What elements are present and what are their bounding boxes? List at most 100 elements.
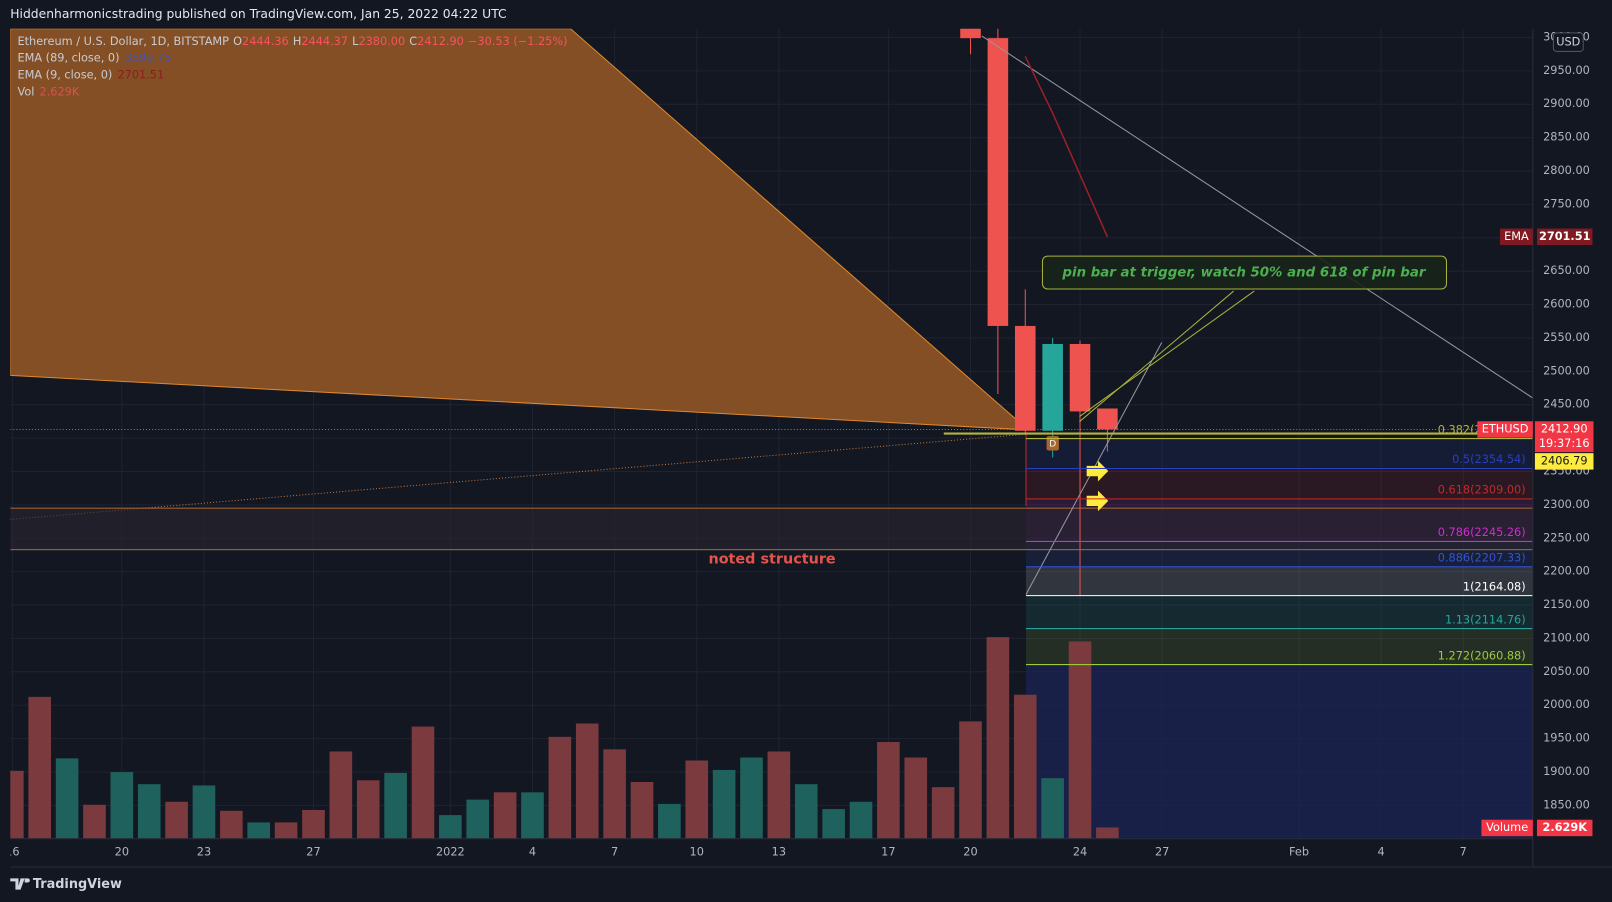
level-price-box <box>1534 453 1594 470</box>
fib-band <box>1026 566 1533 596</box>
volume-bar <box>302 809 325 839</box>
y-tick-label: 2300.00 <box>1543 498 1590 511</box>
y-tick-label: 2150.00 <box>1543 598 1590 611</box>
ema-price-box <box>1536 228 1593 246</box>
candle-body <box>1042 343 1063 431</box>
drawings-back <box>10 28 1533 839</box>
volume-bar <box>767 751 791 839</box>
fib-label: 0.786(2245.26) <box>1438 526 1526 539</box>
volume-bar <box>493 792 517 839</box>
volume-bar <box>411 726 435 839</box>
ohlc-key: C <box>409 35 417 48</box>
volume-bar <box>1068 641 1092 839</box>
volume-bar <box>274 822 298 839</box>
volume-bar <box>1041 778 1064 839</box>
currency: USD <box>1556 36 1580 49</box>
level-price: 2406.79 <box>1541 454 1588 467</box>
fib-band <box>1026 664 1533 839</box>
volume-bar <box>110 772 134 839</box>
volume-bar <box>466 799 490 839</box>
indicator-legend: EMA (89, close, 0) 3599.75 EMA (9, close, … <box>17 52 171 99</box>
callout-pointer <box>1079 290 1235 423</box>
ohlc-value: 2380.00 <box>358 35 405 48</box>
callout-box <box>1041 255 1447 290</box>
volume-bar <box>28 696 52 839</box>
volume-bar <box>356 780 380 839</box>
volume-bar <box>220 810 243 839</box>
candle-body <box>987 38 1009 326</box>
currency-box <box>1552 32 1584 52</box>
volume-bar <box>603 749 626 839</box>
y-tick-label: 2850.00 <box>1543 131 1590 144</box>
candle-body <box>1097 408 1118 430</box>
volume-bar <box>904 757 928 839</box>
arrow <box>1086 490 1109 512</box>
x-tick-label: 20 <box>115 846 129 859</box>
indicator-name: EMA (9, close, 0) <box>17 69 112 82</box>
volume-tag <box>1481 819 1533 837</box>
ema-tag-text: EMA <box>1504 230 1529 243</box>
y-tick-label: 2950.00 <box>1543 64 1590 77</box>
fib-band <box>1026 438 1533 469</box>
indicator-name: EMA (89, close, 0) <box>17 52 119 65</box>
logo-mark <box>10 878 30 890</box>
volume-bar <box>630 781 654 839</box>
volume-bar <box>548 736 572 839</box>
x-tick-label: 10 <box>690 846 704 859</box>
x-tick-label: 7 <box>611 846 618 859</box>
volume-bar <box>712 769 736 839</box>
y-tick-label: 2600.00 <box>1543 298 1590 311</box>
ema-price: 2701.51 <box>1539 230 1591 243</box>
x-tick-label: 20 <box>963 846 977 859</box>
last-price-box <box>1534 421 1594 453</box>
x-tick-label: 23 <box>197 846 211 859</box>
x-tick-label: 24 <box>1073 846 1087 859</box>
volume-bar <box>822 809 845 839</box>
x-tick-label: 2022 <box>436 846 465 859</box>
y-tick-label: 2000.00 <box>1543 698 1590 711</box>
fib-band <box>1026 468 1533 499</box>
y-tick-label: 2750.00 <box>1543 197 1590 210</box>
volume-bar <box>83 804 106 839</box>
volume-bar <box>1013 694 1037 839</box>
trend-line <box>10 433 1029 520</box>
symbol-tag <box>1477 421 1533 438</box>
indicator: EMA (9, close, 0) 2701.51 <box>17 69 164 82</box>
legend-main: Ethereum / U.S. Dollar, 1D, BITSTAMP O244… <box>17 35 567 48</box>
volume <box>10 637 1119 839</box>
volume-bar <box>55 758 79 839</box>
y-tick-label: 2200.00 <box>1543 565 1590 578</box>
ohlc-key: O <box>233 35 242 48</box>
indicator-value: 3599.75 <box>125 52 172 65</box>
last-price: 2412.90 <box>1541 422 1588 435</box>
candles <box>960 28 1118 596</box>
fib-label: 1(2164.08) <box>1463 580 1526 593</box>
fib-band <box>1026 595 1533 629</box>
y-tick-label: 1850.00 <box>1543 798 1590 811</box>
symbol-tag-text: ETHUSD <box>1482 422 1529 435</box>
volume-bar <box>740 757 763 839</box>
volume-bar <box>165 801 188 839</box>
countdown: 19:37:16 <box>1539 437 1590 450</box>
change: −30.53 (−1.25%) <box>468 35 568 48</box>
y-tick-label: 2650.00 <box>1543 264 1590 277</box>
footer-logo: TradingView <box>10 877 122 892</box>
volume-bar <box>849 801 873 839</box>
volume-bar <box>959 721 982 839</box>
volume-bar <box>986 637 1010 839</box>
y-tick-label: 2050.00 <box>1543 665 1590 678</box>
x-tick-label: 13 <box>772 846 786 859</box>
candle-body <box>1014 325 1036 431</box>
fib-label: 0.5(2354.54) <box>1452 453 1525 466</box>
volume-bar <box>192 785 216 839</box>
ohlc-key: L <box>352 35 359 48</box>
volume-bar <box>1096 827 1119 839</box>
candle-body <box>960 28 981 39</box>
footer-text: TradingView <box>33 877 122 892</box>
fib-label: 0.618(2309.00) <box>1438 484 1526 497</box>
x-tick-label: Feb <box>1289 846 1309 859</box>
volume-bar <box>329 751 353 839</box>
x-tick-label: 7 <box>1460 846 1467 859</box>
structure-label: noted structure <box>708 552 835 568</box>
